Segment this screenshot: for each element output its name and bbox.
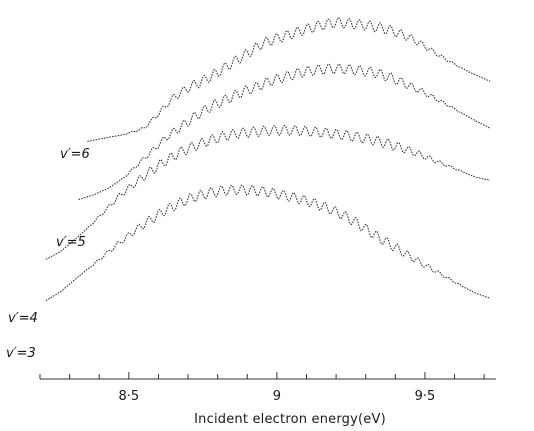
x-tick-label: 8·5 [118, 389, 139, 404]
series-line-4 [45, 184, 491, 302]
series-line-3 [45, 124, 491, 260]
x-axis-ticks [39, 372, 485, 379]
curve-label-v3: v′=3 [6, 346, 36, 361]
curve-label-v6: v′=6 [60, 147, 90, 162]
x-axis-title: Incident electron energy(eV) [194, 412, 386, 427]
curve-label-v5: v′=5 [56, 235, 86, 250]
series-line-2 [78, 63, 491, 201]
curve-label-v4: v′=4 [8, 311, 38, 326]
x-axis: 8·5 9 9·5 Incident electron energy(eV) [39, 372, 496, 427]
series-line-1 [87, 17, 491, 142]
x-tick-label: 9 [273, 389, 281, 404]
x-tick-label: 9·5 [415, 389, 436, 404]
curves-group [45, 17, 491, 302]
curve-labels-group: v′=6 v′=5 v′=4 v′=3 [6, 147, 90, 361]
x-axis-tick-labels: 8·5 9 9·5 [118, 389, 435, 404]
